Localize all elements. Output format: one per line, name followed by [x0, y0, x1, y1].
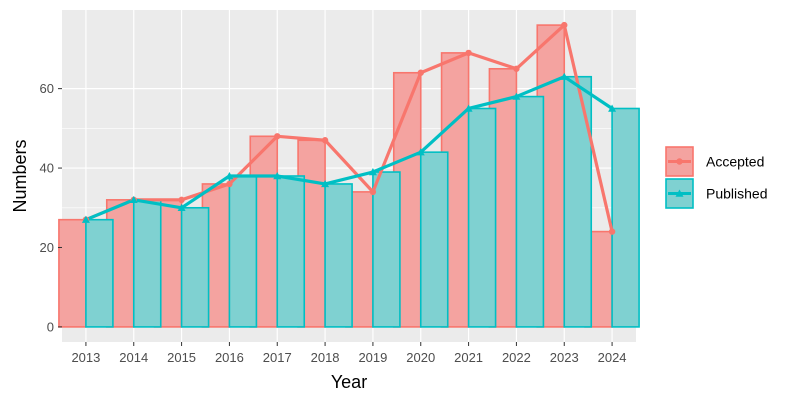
series-points [81, 21, 617, 235]
point-accepted-2018 [321, 137, 329, 144]
line-accepted [85, 23, 614, 232]
point-accepted-2022 [513, 65, 520, 72]
bar-published-2015 [180, 206, 210, 328]
point-published-2024 [608, 104, 617, 112]
x-tick-label: 2018 [311, 350, 340, 365]
bar-published-2019 [372, 171, 401, 328]
y-tick-label: 20 [40, 240, 54, 255]
legend-item-published: Published [665, 178, 768, 209]
x-tick-label: 2015 [167, 350, 196, 365]
point-accepted-2016 [226, 180, 233, 188]
x-tick-label: 2014 [119, 350, 148, 365]
point-accepted-2017 [274, 133, 281, 140]
x-tick-label: 2023 [550, 350, 579, 365]
point-published-2022 [512, 92, 521, 100]
bar-published-2024 [611, 107, 640, 328]
point-accepted-2023 [561, 21, 568, 29]
legend-label-accepted: Accepted [706, 154, 764, 170]
point-accepted-2021 [465, 49, 472, 57]
point-published-2017 [273, 172, 282, 180]
x-tick-label: 2019 [358, 350, 387, 365]
x-tick-label: 2022 [502, 350, 531, 365]
point-published-2015 [177, 203, 186, 211]
point-published-2023 [560, 72, 569, 80]
bar-published-2021 [467, 107, 497, 328]
y-tick-label: 40 [40, 161, 54, 176]
x-tick-label: 2017 [263, 350, 292, 365]
point-published-2014 [129, 195, 138, 204]
point-published-2018 [321, 179, 330, 188]
x-axis-ticks: 2013 2014 2015 2016 2017 2018 2019 2020 2021 2022… [71, 342, 627, 365]
y-tick-label: 0 [47, 319, 54, 334]
bar-published-2020 [419, 151, 449, 328]
legend-marker [676, 158, 683, 165]
point-accepted-2020 [417, 69, 424, 76]
bar-published-2016 [228, 175, 258, 328]
point-published-2021 [464, 104, 473, 112]
y-axis-ticks: 0 20 40 60 [40, 81, 62, 334]
x-tick-label: 2021 [454, 350, 483, 365]
legend: Accepted Published [665, 146, 768, 209]
point-accepted-2024 [608, 228, 616, 235]
point-published-2019 [368, 168, 377, 176]
x-tick-label: 2024 [598, 350, 627, 365]
point-published-2016 [225, 172, 234, 180]
bar-published-2023 [563, 75, 593, 328]
bar-published-2014 [132, 199, 162, 328]
point-accepted-2015 [178, 196, 185, 204]
bar-accepted-2013 [58, 218, 87, 328]
point-accepted-2019 [369, 188, 377, 196]
x-tick-label: 2013 [71, 350, 100, 365]
legend-label-published: Published [706, 186, 768, 202]
bar-published-2022 [515, 95, 545, 328]
x-tick-label: 2016 [215, 350, 244, 365]
x-tick-label: 2020 [406, 350, 435, 365]
y-axis-title: Numbers [10, 139, 30, 212]
line-published [85, 75, 613, 222]
point-published-2020 [416, 148, 425, 156]
point-published-2013 [81, 215, 90, 223]
legend-item-accepted: Accepted [665, 146, 764, 177]
bar-published-2017 [276, 175, 306, 328]
series-lines [85, 23, 614, 232]
bar-published-2018 [324, 183, 353, 328]
bar-published-2013 [85, 218, 114, 328]
legend-marker [675, 189, 684, 197]
x-axis-title: Year [331, 372, 367, 392]
y-tick-label: 60 [40, 81, 54, 96]
